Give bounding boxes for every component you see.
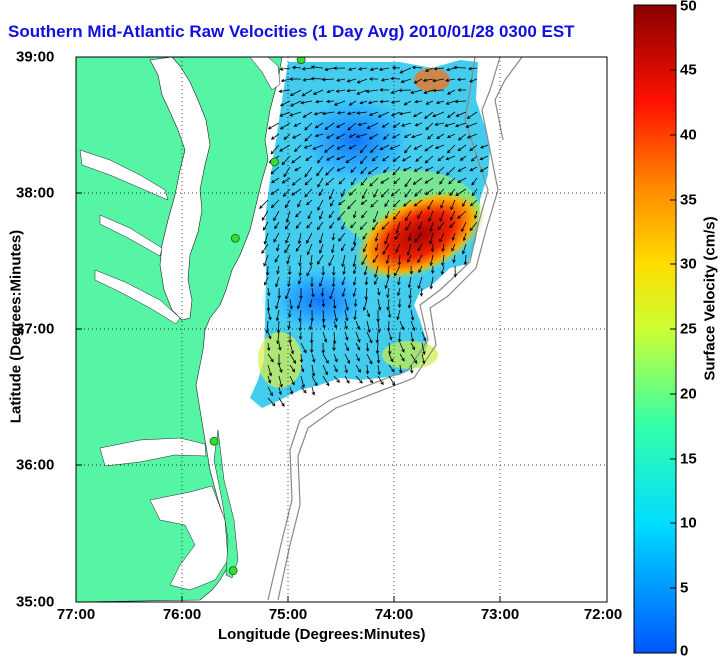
station-marker [271,158,279,166]
colorbar-tick-label: 10 [680,515,697,532]
colorbar-tick-label: 40 [680,127,697,144]
y-tick-label: 39:00 [16,49,54,66]
y-tick-label: 35:00 [16,594,54,611]
colorbar-tick-label: 30 [680,256,697,273]
x-tick-label: 77:00 [57,606,95,623]
y-axis-label: Latitude (Degrees:Minutes) [8,217,25,437]
colorbar-tick-label: 15 [680,451,697,468]
colorbar-tick-label: 35 [680,192,697,209]
station-marker [231,234,239,242]
x-tick-label: 74:00 [375,606,413,623]
colorbar [634,5,676,653]
colorbar-label: Surface Velocity (cm/s) [702,189,719,409]
colorbar-tick-label: 0 [680,643,688,660]
colorbar-tick-label: 45 [680,62,697,79]
colorbar-tick-label: 50 [680,0,697,15]
station-marker [229,567,237,575]
station-marker [210,437,218,445]
x-axis-label: Longitude (Degrees:Minutes) [218,626,426,643]
velocity-arrow [455,101,466,102]
y-tick-label: 38:00 [16,185,54,202]
x-tick-label: 75:00 [269,606,307,623]
x-tick-label: 73:00 [481,606,519,623]
x-tick-label: 76:00 [163,606,201,623]
colorbar-tick-label: 25 [680,321,697,338]
colorbar-tick-label: 20 [680,386,697,403]
y-tick-label: 36:00 [16,457,54,474]
velocity-arrow [388,321,389,331]
colorbar-tick-label: 5 [680,580,688,597]
x-tick-label: 72:00 [584,606,622,623]
